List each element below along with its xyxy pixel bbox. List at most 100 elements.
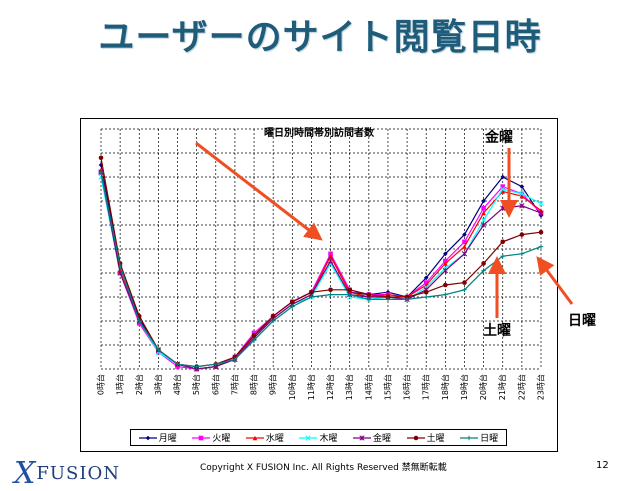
series-日曜 <box>98 169 544 369</box>
annotation-sunday: 日曜 <box>568 313 596 329</box>
legend-item: 土曜 <box>406 431 445 444</box>
legend-label: 日曜 <box>480 434 499 444</box>
legend-swatch <box>299 434 318 441</box>
x-tick-label: 17時台 <box>421 374 431 400</box>
data-point <box>423 289 429 295</box>
data-point <box>462 280 467 285</box>
legend-swatch <box>192 435 211 440</box>
data-point <box>117 263 123 269</box>
data-point <box>462 239 467 245</box>
x-tick-label: 22時台 <box>516 374 526 400</box>
data-point <box>519 232 525 237</box>
data-point <box>328 253 333 259</box>
x-tick-labels: 0時台 1時台 2時台 3時台 4時台 5時台 6時台 7時台 8時台 9時台 10時台 11時台 12… <box>96 374 546 400</box>
data-point <box>251 337 257 343</box>
data-point <box>443 282 448 288</box>
logo-text: FUSION <box>36 463 120 484</box>
legend-label: 火曜 <box>212 434 231 444</box>
data-point <box>461 251 468 257</box>
x-tick-label: 12時台 <box>325 374 335 400</box>
legend-swatch <box>406 435 425 440</box>
data-point <box>327 258 334 264</box>
x-tick-label: 23時台 <box>536 374 546 400</box>
data-point <box>500 239 506 245</box>
data-point <box>199 435 204 440</box>
data-point <box>98 155 104 161</box>
chart-title: 曜日別時間帯別訪問者数 <box>264 126 375 139</box>
x-tick-label: 10時台 <box>287 374 297 400</box>
legend-label: 月曜 <box>158 434 177 444</box>
data-point <box>442 267 449 274</box>
page-number: 12 <box>596 460 609 471</box>
x-tick-label: 13時台 <box>344 374 354 400</box>
data-point <box>423 280 429 285</box>
x-tick-label: 0時台 <box>96 374 106 395</box>
x-tick-label: 16時台 <box>402 374 412 400</box>
data-point <box>290 304 295 309</box>
data-point <box>175 361 180 367</box>
x-tick-label: 8時台 <box>249 374 259 395</box>
legend-label: 金曜 <box>373 434 392 444</box>
data-point <box>481 261 486 266</box>
data-point <box>347 292 352 297</box>
chart-legend: 月曜 火曜 水曜 木曜 金曜 土曜 日曜 <box>130 429 507 446</box>
logo-mark: X <box>14 456 37 491</box>
data-point <box>98 169 104 175</box>
data-point <box>538 244 544 249</box>
data-point <box>366 292 372 297</box>
x-tick-label: 1時台 <box>115 374 125 395</box>
arrow-to-noon-peak <box>195 141 323 241</box>
data-point <box>481 198 486 204</box>
data-point <box>232 357 238 362</box>
x-tick-label: 18時台 <box>440 374 450 400</box>
data-point <box>385 294 391 300</box>
legend-item: 日曜 <box>460 431 498 444</box>
data-point <box>538 210 544 216</box>
data-point <box>462 244 467 249</box>
data-point <box>538 229 544 235</box>
data-point <box>359 434 365 441</box>
data-point <box>519 193 525 199</box>
data-point <box>404 294 410 300</box>
data-point <box>290 299 295 305</box>
legend-label: 土曜 <box>426 434 445 444</box>
x-tick-label: 14時台 <box>363 374 373 400</box>
arrow-to-sunday <box>536 256 574 305</box>
data-point <box>328 292 333 297</box>
data-point <box>309 294 314 300</box>
chart-frame: 曜日別時間帯別訪問者数 0時台 1時台 2時台 3時台 4時台 5時台 6時台 7時台 8時台 9… <box>80 118 558 452</box>
x-tick-label: 7時台 <box>229 374 239 395</box>
series-layer <box>98 155 544 372</box>
legend-swatch <box>353 434 372 441</box>
x-tick-label: 4時台 <box>172 374 182 395</box>
data-point <box>309 289 314 295</box>
data-point <box>481 205 486 211</box>
data-point <box>500 186 506 192</box>
legend-swatch <box>138 435 157 440</box>
data-point <box>500 174 506 180</box>
data-point <box>480 222 487 228</box>
x-tick-label: 15時台 <box>382 374 392 400</box>
annotation-arrows <box>195 141 574 318</box>
legend-label: 木曜 <box>319 434 338 444</box>
data-point <box>443 258 448 264</box>
x-tick-label: 2時台 <box>134 374 144 395</box>
series-line <box>100 172 542 370</box>
data-point <box>194 364 199 369</box>
data-point <box>385 289 391 295</box>
legend-item: 月曜 <box>138 431 177 444</box>
data-point <box>423 275 429 281</box>
data-point <box>385 297 391 302</box>
data-point <box>423 294 429 300</box>
data-point <box>519 184 525 189</box>
data-point <box>462 287 467 293</box>
data-point <box>175 364 180 369</box>
data-point <box>366 297 372 302</box>
data-point <box>481 268 486 273</box>
data-point <box>519 203 525 209</box>
x-tick-label: 5時台 <box>191 374 201 395</box>
data-point <box>481 210 486 216</box>
series-line <box>100 172 542 368</box>
data-point <box>252 435 258 440</box>
legend-label: 水曜 <box>265 434 284 444</box>
